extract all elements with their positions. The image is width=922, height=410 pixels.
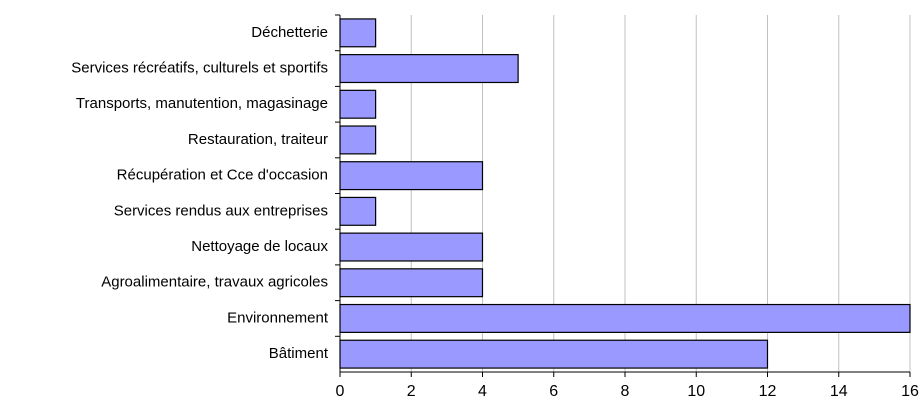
y-tick-label: Services rendus aux entreprises	[114, 202, 328, 219]
y-tick-label: Bâtiment	[269, 345, 329, 362]
y-tick-label: Récupération et Cce d'occasion	[117, 167, 328, 184]
x-tick-label: 4	[478, 383, 487, 400]
bar	[339, 196, 377, 226]
y-tick-label: Transports, manutention, magasinage	[76, 95, 328, 112]
y-tick-label: Services récréatifs, culturels et sporti…	[71, 60, 328, 77]
bar	[339, 161, 484, 191]
x-tick-label: 12	[759, 383, 777, 400]
x-tick-label: 0	[336, 383, 345, 400]
x-tick-label: 14	[830, 383, 848, 400]
y-tick-label: Environnement	[227, 309, 329, 326]
y-tick-label: Nettoyage de locaux	[191, 238, 328, 255]
x-tick-label: 2	[407, 383, 416, 400]
bar	[339, 18, 377, 48]
y-tick-label: Déchetterie	[251, 24, 328, 41]
bar	[339, 339, 769, 369]
y-tick-label: Restauration, traiteur	[188, 131, 328, 148]
x-tick-label: 16	[901, 383, 919, 400]
bar	[339, 125, 377, 155]
bar	[339, 303, 911, 333]
bar	[339, 268, 484, 298]
bar	[339, 232, 484, 262]
bar	[339, 89, 377, 119]
x-tick-label: 8	[621, 383, 630, 400]
y-tick-label: Agroalimentaire, travaux agricoles	[101, 274, 328, 291]
x-tick-label: 6	[549, 383, 558, 400]
x-tick-label: 10	[687, 383, 705, 400]
bar	[339, 54, 519, 84]
